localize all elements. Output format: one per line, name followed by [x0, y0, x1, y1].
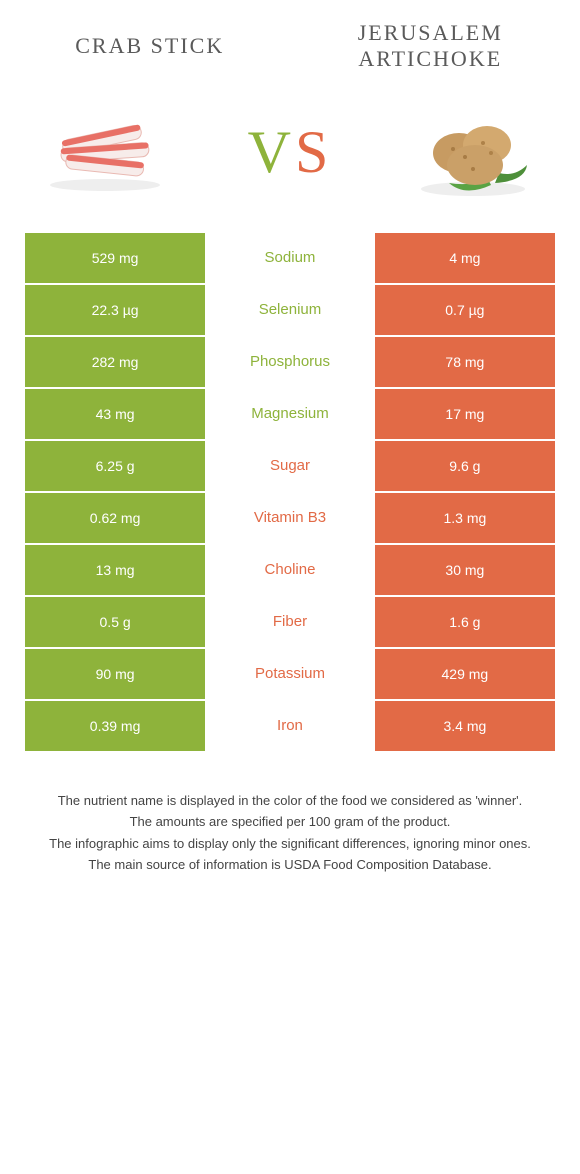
nutrient-name-cell: Sodium: [205, 233, 375, 283]
nutrient-name-cell: Iron: [205, 701, 375, 751]
nutrient-name-cell: Sugar: [205, 441, 375, 491]
right-value-cell: 30 mg: [375, 545, 555, 595]
footer-line-3: The infographic aims to display only the…: [35, 834, 545, 854]
left-value-cell: 6.25 g: [25, 441, 205, 491]
footer-line-2: The amounts are specified per 100 gram o…: [35, 812, 545, 832]
left-value-cell: 0.62 mg: [25, 493, 205, 543]
right-value-cell: 78 mg: [375, 337, 555, 387]
nutrient-name-cell: Magnesium: [205, 389, 375, 439]
nutrient-name-cell: Potassium: [205, 649, 375, 699]
table-row: 90 mgPotassium429 mg: [25, 649, 555, 699]
vs-label: VS: [248, 118, 333, 187]
footer-line-1: The nutrient name is displayed in the co…: [35, 791, 545, 811]
nutrient-name-cell: Vitamin B3: [205, 493, 375, 543]
left-value-cell: 90 mg: [25, 649, 205, 699]
right-value-cell: 1.6 g: [375, 597, 555, 647]
nutrient-name-cell: Selenium: [205, 285, 375, 335]
title-row: Crab stick Jerusalem artichoke: [25, 20, 555, 73]
left-value-cell: 282 mg: [25, 337, 205, 387]
table-row: 282 mgPhosphorus78 mg: [25, 337, 555, 387]
vs-v-letter: V: [248, 119, 295, 185]
right-food-image: [395, 103, 545, 203]
nutrient-name-cell: Choline: [205, 545, 375, 595]
left-food-image: [35, 103, 185, 203]
right-food-title: Jerusalem artichoke: [316, 20, 546, 73]
footer-line-4: The main source of information is USDA F…: [35, 855, 545, 875]
right-value-cell: 429 mg: [375, 649, 555, 699]
right-value-cell: 4 mg: [375, 233, 555, 283]
table-row: 0.5 gFiber1.6 g: [25, 597, 555, 647]
right-value-cell: 9.6 g: [375, 441, 555, 491]
table-row: 529 mgSodium4 mg: [25, 233, 555, 283]
right-value-cell: 17 mg: [375, 389, 555, 439]
table-row: 0.62 mgVitamin B31.3 mg: [25, 493, 555, 543]
right-value-cell: 1.3 mg: [375, 493, 555, 543]
table-row: 0.39 mgIron3.4 mg: [25, 701, 555, 751]
footer-notes: The nutrient name is displayed in the co…: [25, 791, 555, 875]
right-value-cell: 0.7 µg: [375, 285, 555, 335]
vs-s-letter: S: [295, 119, 332, 185]
vs-row: VS: [25, 103, 555, 203]
left-food-title: Crab stick: [35, 33, 265, 59]
table-row: 22.3 µgSelenium0.7 µg: [25, 285, 555, 335]
nutrient-table: 529 mgSodium4 mg22.3 µgSelenium0.7 µg282…: [25, 233, 555, 751]
table-row: 43 mgMagnesium17 mg: [25, 389, 555, 439]
right-value-cell: 3.4 mg: [375, 701, 555, 751]
nutrient-name-cell: Fiber: [205, 597, 375, 647]
table-row: 6.25 gSugar9.6 g: [25, 441, 555, 491]
left-value-cell: 529 mg: [25, 233, 205, 283]
left-value-cell: 13 mg: [25, 545, 205, 595]
table-row: 13 mgCholine30 mg: [25, 545, 555, 595]
left-value-cell: 0.39 mg: [25, 701, 205, 751]
left-value-cell: 43 mg: [25, 389, 205, 439]
nutrient-name-cell: Phosphorus: [205, 337, 375, 387]
left-value-cell: 22.3 µg: [25, 285, 205, 335]
left-value-cell: 0.5 g: [25, 597, 205, 647]
